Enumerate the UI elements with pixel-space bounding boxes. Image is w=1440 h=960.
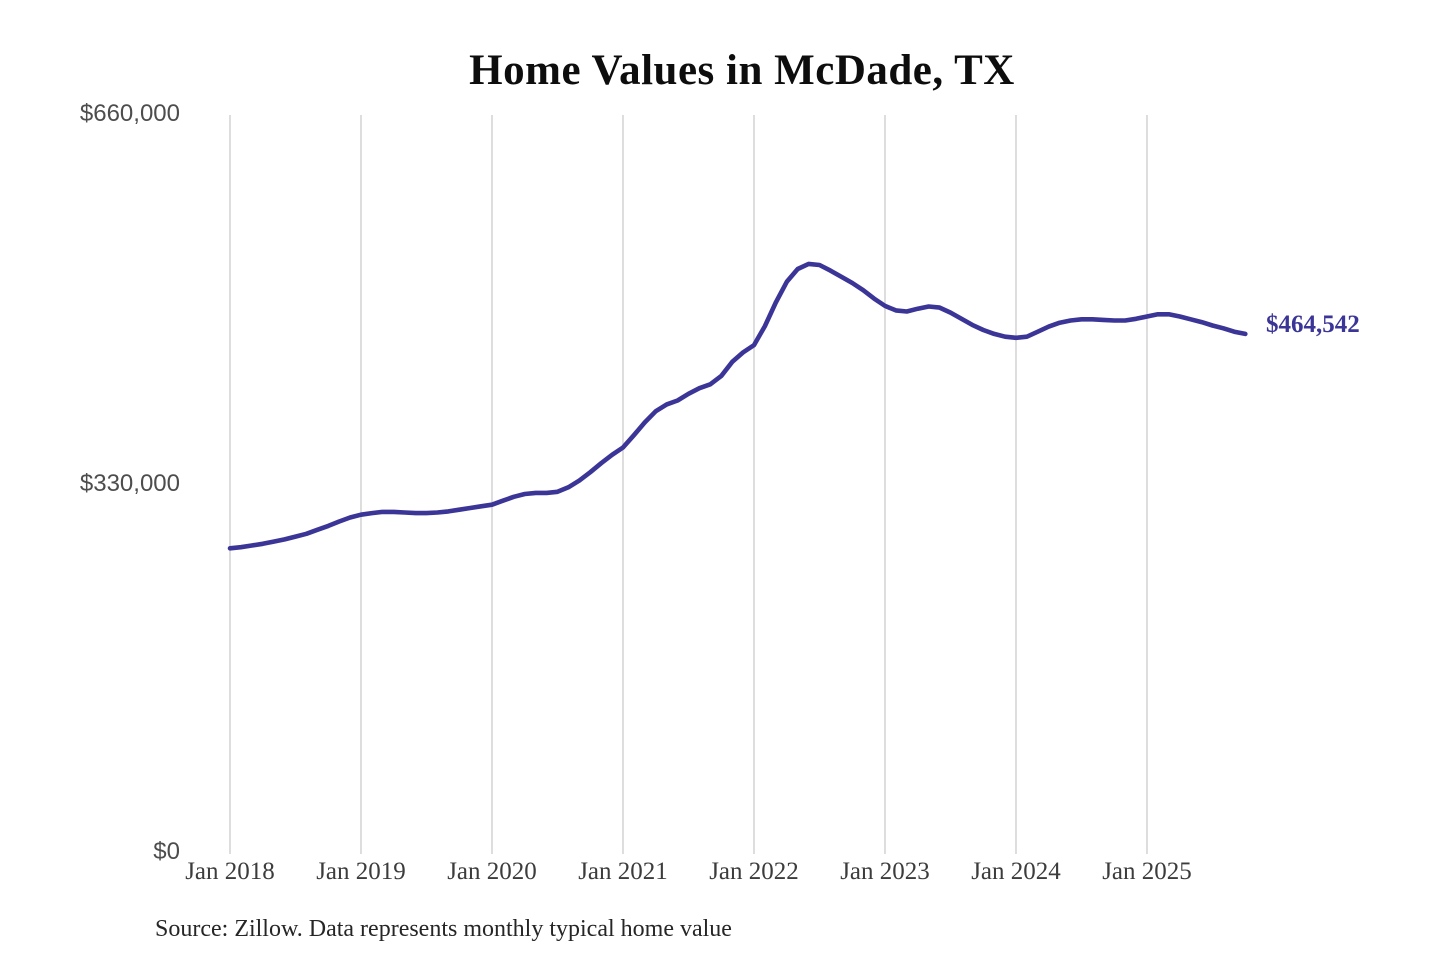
x-axis-tick-jan-2019: Jan 2019 <box>316 858 406 885</box>
x-axis-tick-jan-2020: Jan 2020 <box>447 858 537 885</box>
source-note: Source: Zillow. Data represents monthly … <box>155 916 732 942</box>
x-axis-tick-jan-2023: Jan 2023 <box>840 858 930 885</box>
y-axis-tick-0: $0 <box>153 838 180 865</box>
x-axis-tick-jan-2018: Jan 2018 <box>185 858 275 885</box>
gridlines <box>229 115 1148 854</box>
x-axis-tick-jan-2021: Jan 2021 <box>578 858 668 885</box>
current-value-label: $464,542 <box>1266 311 1360 338</box>
chart-title: Home Values in McDade, TX <box>469 47 1015 94</box>
x-axis-tick-jan-2025: Jan 2025 <box>1102 858 1192 885</box>
y-axis-tick-660000: $660,000 <box>79 100 180 127</box>
x-axis-tick-jan-2024: Jan 2024 <box>971 858 1061 885</box>
value-line <box>227 261 1248 551</box>
x-axis-tick-jan-2022: Jan 2022 <box>709 858 799 885</box>
y-axis-tick-330000: $330,000 <box>79 470 180 497</box>
